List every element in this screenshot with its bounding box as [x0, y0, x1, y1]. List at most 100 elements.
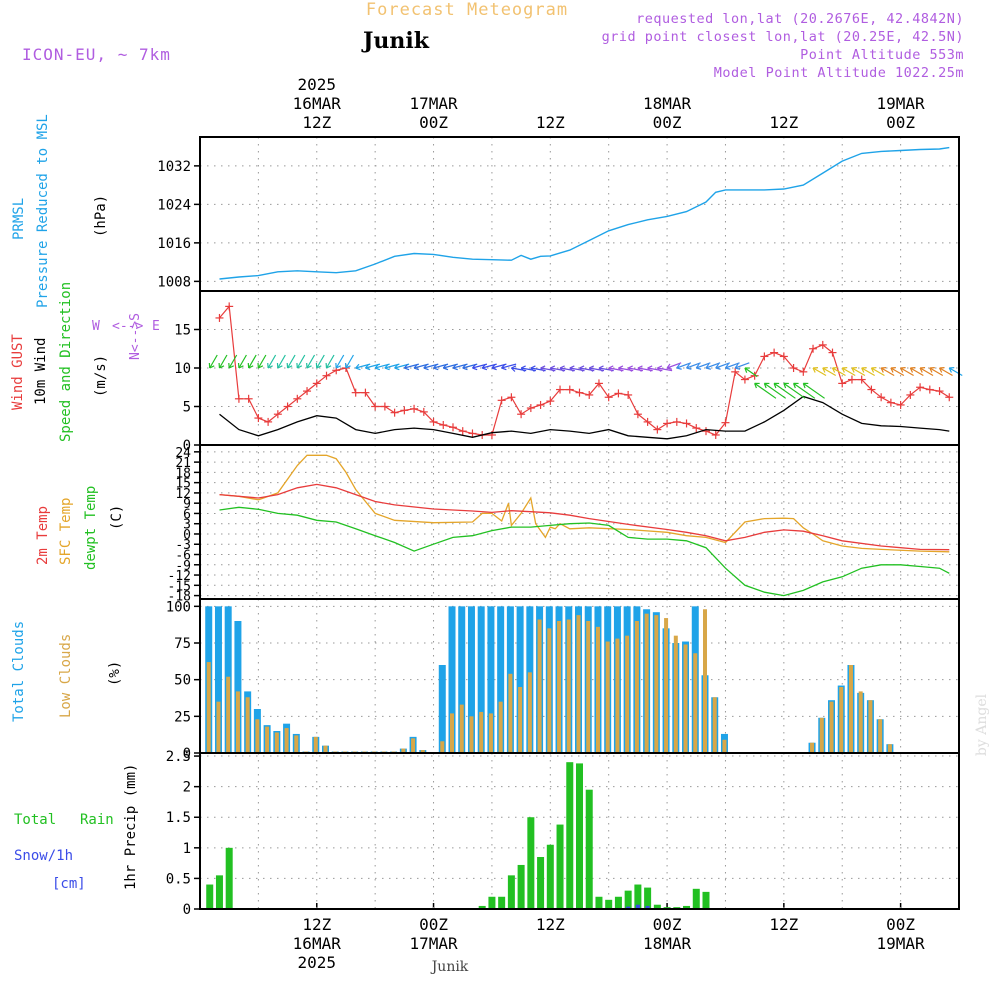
low-cloud-bar: [527, 672, 532, 753]
low-cloud-bar: [887, 744, 892, 753]
time-label: 00Z: [419, 113, 448, 132]
gust-point: [526, 404, 535, 413]
y-tick-label: 6: [183, 507, 191, 522]
y-tick-label: 1016: [157, 236, 191, 252]
time-label: 17MAR: [409, 94, 458, 113]
cloud-bars: [205, 606, 894, 753]
compass-ns: N<-->S: [128, 313, 143, 360]
gust-point: [429, 417, 438, 426]
pressure-series: [219, 146, 950, 280]
wind-label: 10m Wind: [33, 338, 49, 405]
low-cloud-bar: [654, 615, 659, 753]
time-label: 00Z: [653, 113, 682, 132]
low-cloud-bar: [673, 635, 678, 753]
low-cloud-bar: [488, 713, 493, 753]
time-label: 00Z: [653, 915, 682, 934]
gust-point: [818, 340, 827, 349]
low-cloud-bar: [294, 735, 299, 753]
low-cloud-bar: [216, 701, 221, 753]
gust-point: [497, 396, 506, 405]
y-tick-label: -12: [168, 569, 191, 584]
wind-direction-arrow: [267, 354, 277, 369]
y-tick-label: 24: [175, 446, 191, 461]
direction-label: Speed and Direction: [58, 282, 74, 442]
total-cloud-bar: [487, 606, 495, 753]
wind-direction-arrow: [325, 354, 335, 369]
gust-point: [312, 379, 321, 388]
gust-point: [653, 425, 662, 434]
wind-direction-arrow: [237, 354, 247, 369]
low-cloud-bar: [819, 717, 824, 753]
wind-direction-arrow: [306, 354, 316, 369]
rain-bar: [644, 887, 652, 909]
model-name: ICON-EU, ~ 7km: [22, 45, 171, 64]
low-cloud-bar: [284, 728, 289, 753]
gust-point: [828, 348, 837, 357]
rain-bar: [556, 824, 564, 909]
low-cloud-bar: [683, 644, 688, 753]
low-cloud-bar: [634, 621, 639, 753]
wind-series: [208, 302, 963, 440]
low-cloud-bar: [848, 665, 853, 753]
total-cloud-bar: [438, 665, 446, 753]
gust-point: [507, 393, 516, 402]
y-tick-label: 12: [175, 487, 191, 502]
time-label: 12Z: [302, 915, 331, 934]
temp-unit: (C): [109, 505, 125, 530]
gust-point: [458, 427, 467, 436]
gust-point: [244, 394, 253, 403]
gust-point: [731, 367, 740, 376]
temp-series: [219, 454, 950, 597]
y-tick-label: 5: [183, 400, 191, 416]
snow-unit-label: [cm]: [52, 876, 86, 892]
dewpt-line: [219, 506, 950, 597]
y-tick-labels: 1008101610241032051015-18-15-12-9-6-3036…: [157, 159, 200, 918]
gust-point: [234, 394, 243, 403]
gust-point: [906, 390, 915, 399]
snow-bar: [626, 906, 631, 909]
gust-point: [886, 398, 895, 407]
pressure-unit: (hPa): [93, 195, 109, 237]
wind-direction-arrow: [812, 367, 827, 377]
gust-point: [585, 390, 594, 399]
time-label: 12Z: [769, 915, 798, 934]
low-cloud-bar: [829, 701, 834, 753]
wind-direction-arrow: [276, 354, 286, 369]
y-tick-label: 1.5: [166, 810, 191, 826]
compass-e: E: [152, 319, 160, 334]
time-label: 12Z: [302, 113, 331, 132]
wind-direction-arrow: [734, 362, 750, 370]
rain-bar: [488, 896, 496, 909]
rain-bar: [692, 888, 700, 909]
dewpt-label: dewpt Temp: [83, 486, 99, 570]
rain-bar: [702, 891, 710, 909]
total-label: Total: [14, 812, 56, 828]
low-cloud-bar: [226, 676, 231, 753]
rain-bar: [576, 763, 583, 909]
low-cloud-bar: [566, 619, 571, 753]
gust-point: [371, 402, 380, 411]
footer-location: Junik: [430, 959, 469, 975]
low-cloud-bar: [323, 745, 328, 753]
low-cloud-bar: [858, 691, 863, 753]
gust-point: [322, 371, 331, 380]
requested-coords: requested lon,lat (20.2676E, 42.4842N): [636, 11, 964, 27]
low-cloud-bar: [595, 626, 600, 753]
y-tick-label: 1024: [157, 197, 191, 213]
low-cloud-bar: [498, 701, 503, 753]
low-cloud-bar: [664, 618, 669, 753]
gust-point: [643, 417, 652, 426]
y-tick-label: 15: [175, 477, 191, 492]
y-tick-label: 0: [183, 902, 191, 918]
snow-bar: [635, 904, 640, 909]
wind-unit: (m/s): [93, 355, 109, 397]
wind-direction-arrow: [315, 354, 325, 369]
rain-bar: [537, 857, 545, 909]
gust-point: [857, 375, 866, 384]
y-tick-label: 75: [174, 636, 191, 652]
total-cloud-bar: [214, 606, 222, 753]
rain-bar: [225, 847, 233, 909]
wind-direction-arrow: [247, 354, 257, 369]
low-cloud-bar: [625, 635, 630, 753]
location-name: Junik: [361, 28, 430, 54]
